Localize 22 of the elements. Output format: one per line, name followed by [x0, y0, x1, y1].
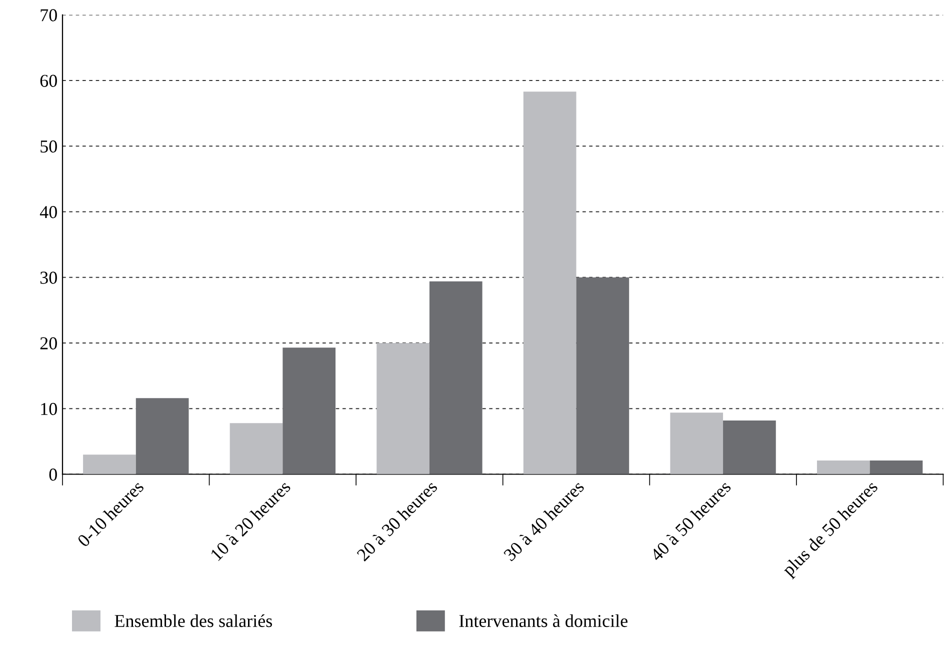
- y-tick-label: 30: [40, 272, 57, 284]
- y-tick-label: 70: [40, 9, 57, 22]
- bar: [429, 281, 482, 474]
- bar: [83, 454, 136, 474]
- bar: [723, 420, 776, 474]
- bar: [376, 343, 430, 474]
- bar: [870, 460, 923, 474]
- legend-label: Ensemble des salariés: [114, 614, 272, 628]
- bar: [523, 92, 576, 474]
- y-tick-label: 50: [40, 140, 57, 153]
- bar: [816, 460, 870, 474]
- y-tick-label: 10: [41, 402, 57, 416]
- bar: [230, 423, 283, 474]
- y-tick-label: 20: [40, 337, 57, 350]
- legend-label: Intervenants à domicile: [459, 614, 628, 628]
- bar: [670, 412, 724, 474]
- bar: [282, 348, 336, 474]
- y-tick-label: 60: [40, 74, 57, 87]
- y-tick-label: 40: [40, 206, 57, 218]
- y-tick-label: 0: [49, 468, 57, 481]
- bar: [576, 277, 630, 474]
- bar: [136, 398, 189, 474]
